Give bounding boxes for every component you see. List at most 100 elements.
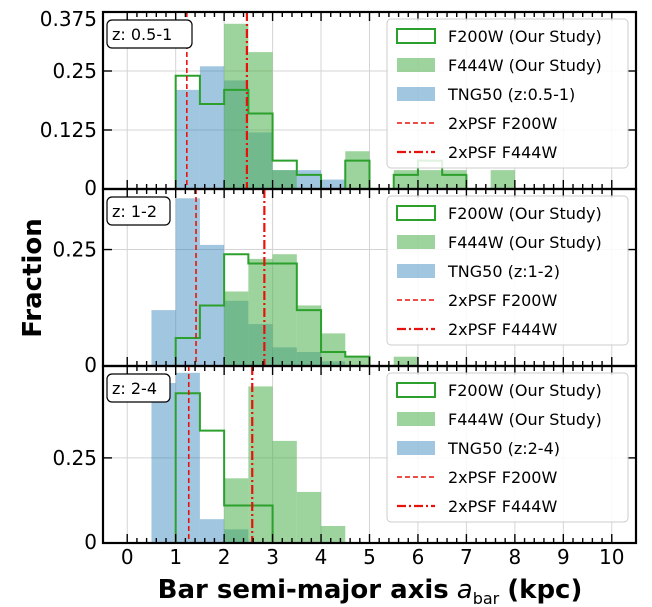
x-axis-title-main: Bar semi-major axis: [158, 575, 449, 605]
legend-label: 2xPSF F200W: [448, 291, 557, 310]
x-axis-subscript: bar: [473, 589, 500, 607]
legend-item: F200W (Our Study): [396, 381, 602, 400]
f444w-bar: [490, 170, 515, 189]
f444w-bar: [417, 170, 443, 189]
panel-tag-box: [106, 19, 193, 49]
f444w-bar: [248, 52, 273, 190]
f444w-bar: [272, 440, 297, 543]
x-tick-label: 10: [599, 545, 624, 569]
panel-z-0.5-1: 0 0.125 0.25 0.375 z: 0.5-1 F200W (Our Study)…: [40, 7, 638, 200]
legend-item: 2xPSF F200W: [397, 468, 557, 487]
y-tick-label: 0: [84, 530, 97, 554]
legend-item: F200W (Our Study): [396, 204, 602, 223]
f444w-bar: [393, 356, 418, 366]
y-tick-label: 0.125: [40, 118, 97, 142]
f200w-histogram: [174, 392, 274, 543]
f444w-bar: [345, 151, 370, 189]
panel-tag: z: 1-2: [106, 196, 171, 226]
legend-label: F444W (Our Study): [448, 410, 602, 429]
legend-label: F200W (Our Study): [448, 27, 602, 46]
tng50-bar: [321, 179, 346, 189]
x-axis: 0 1 2 3 4 5 6 7 8 9 10: [121, 545, 625, 569]
x-axis-symbol: a: [457, 575, 473, 605]
legend-label: F444W (Our Study): [448, 233, 602, 252]
legend-swatch-f200w: [396, 28, 436, 44]
f444w-bar: [393, 170, 418, 189]
x-tick-label: 6: [412, 545, 425, 569]
legend-label: TNG50 (z:1-2): [447, 262, 560, 281]
x-tick-label: 5: [363, 545, 376, 569]
legend: F200W (Our Study) F444W (Our Study) TNG50 …: [386, 372, 629, 523]
legend-label: TNG50 (z:2-4): [447, 439, 560, 458]
x-tick-label: 7: [460, 545, 473, 569]
f444w-bar: [321, 333, 346, 366]
legend-label: 2xPSF F444W: [448, 143, 557, 162]
legend-item: F444W (Our Study): [397, 56, 602, 75]
legend-label: F444W (Our Study): [448, 56, 602, 75]
f444w-bar: [296, 305, 322, 366]
panel-tag: z: 2-4: [106, 373, 171, 403]
legend-item: F444W (Our Study): [397, 233, 602, 252]
panel-tag: z: 0.5-1: [106, 19, 193, 49]
legend-swatch-tng50: [397, 441, 435, 455]
f444w-bar: [248, 258, 273, 366]
legend-swatch-f444w: [397, 58, 435, 72]
legend-item: F444W (Our Study): [397, 410, 602, 429]
legend-label: TNG50 (z:0.5-1): [447, 85, 575, 104]
legend-item: TNG50 (z:0.5-1): [397, 85, 575, 104]
panel-tag-text: z: 0.5-1: [112, 25, 172, 44]
panel-tag-box: [106, 373, 171, 403]
legend-item: 2xPSF F200W: [397, 291, 557, 310]
f444w-bar: [321, 525, 346, 543]
y-tick-label: 0.375: [40, 7, 97, 31]
panel-frame: [101, 364, 638, 545]
legend-item: F200W (Our Study): [396, 27, 602, 46]
tng50-bar: [151, 383, 176, 543]
y-tick-label: 0.25: [52, 59, 97, 83]
tng50-bar: [151, 310, 176, 366]
legend-frame: [386, 372, 629, 523]
panel-tag-text: z: 2-4: [112, 379, 157, 398]
f444w-bar: [345, 356, 370, 366]
legend-item: 2xPSF F444W: [397, 143, 557, 162]
tng50-bar: [296, 170, 322, 189]
legend-swatch-tng50: [397, 87, 435, 101]
x-tick-label: 8: [508, 545, 521, 569]
f444w-bar: [224, 478, 249, 543]
x-tick-label: 4: [315, 545, 328, 569]
f444w-bar: [296, 491, 322, 543]
legend-label: 2xPSF F200W: [448, 468, 557, 487]
legend: F200W (Our Study) F444W (Our Study) TNG50 …: [386, 195, 629, 346]
f444w-bar: [442, 170, 467, 189]
legend-swatch-f200w: [396, 382, 436, 398]
tng50-bar: [175, 89, 200, 189]
tng50-bar: [199, 66, 225, 189]
x-tick-label: 2: [218, 545, 231, 569]
legend-swatch-f200w: [396, 205, 436, 221]
panel-tag-box: [106, 196, 171, 226]
legend-item: 2xPSF F444W: [397, 497, 557, 516]
panel-tag-text: z: 1-2: [112, 202, 157, 221]
legend-label: 2xPSF F444W: [448, 497, 557, 516]
legend-swatch-f444w: [397, 235, 435, 249]
f200w-histogram: [174, 253, 371, 366]
legend-label: 2xPSF F444W: [448, 320, 557, 339]
y-tick-label: 0.25: [52, 446, 97, 470]
f444w-bar: [224, 291, 249, 366]
legend-item: TNG50 (z:1-2): [397, 262, 560, 281]
y-axis-title: Fraction: [18, 218, 48, 338]
f444w-bar: [272, 170, 297, 189]
panel-z-1-2: 0 0.25 z: 1-2 F200W (Our Study) F444W (Our S…: [52, 187, 638, 377]
legend-label: F200W (Our Study): [448, 204, 602, 223]
legend-label: F200W (Our Study): [448, 381, 602, 400]
x-axis-title: Bar semi-major axis abar (kpc): [158, 575, 583, 607]
x-tick-label: 1: [169, 545, 182, 569]
tng50-bar: [199, 519, 225, 543]
legend-item: TNG50 (z:2-4): [397, 439, 560, 458]
f444w-bar: [224, 23, 249, 189]
legend: F200W (Our Study) F444W (Our Study) TNG50 …: [386, 18, 629, 169]
legend-label: 2xPSF F200W: [448, 114, 557, 133]
legend-swatch-tng50: [397, 264, 435, 278]
x-tick-label: 3: [266, 545, 279, 569]
x-axis-unit: (kpc): [507, 575, 582, 605]
